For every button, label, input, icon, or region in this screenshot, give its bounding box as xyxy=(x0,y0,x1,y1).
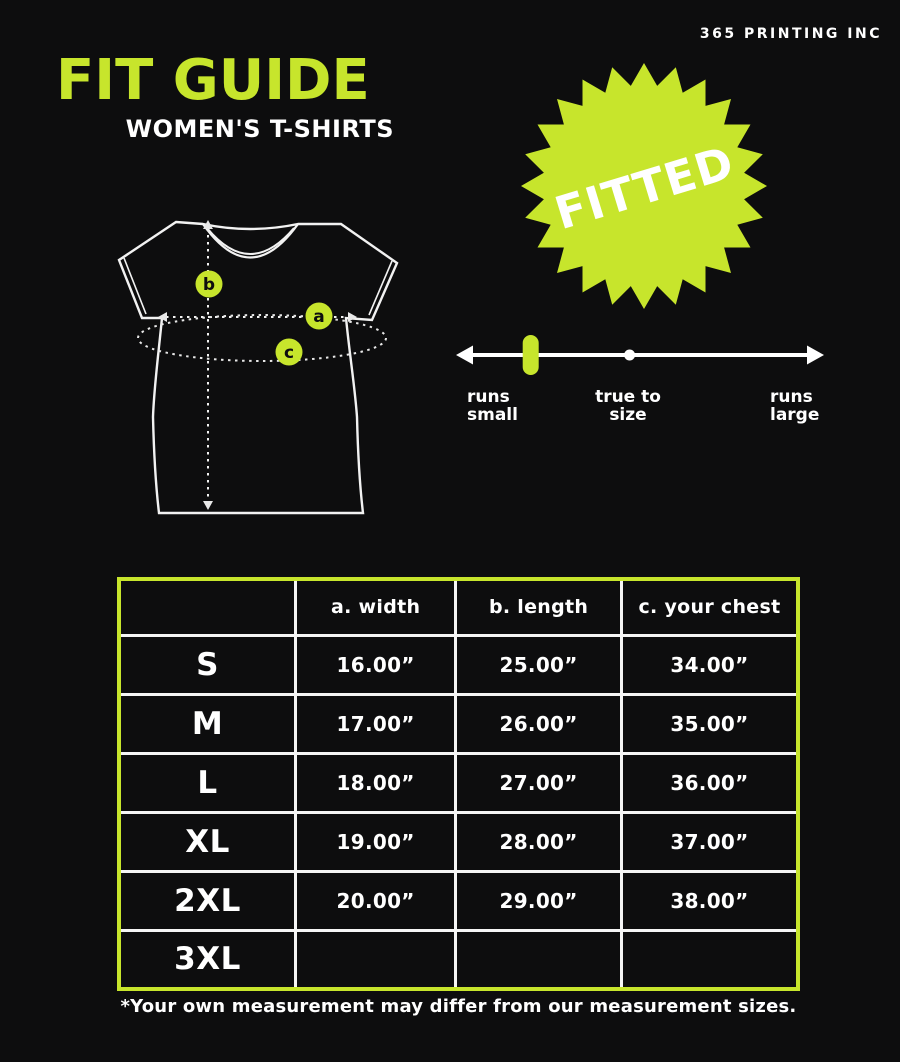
fitted-badge: FITTED xyxy=(521,63,767,309)
true-to-size-line2: size xyxy=(609,405,647,426)
column-header-length: b. length xyxy=(454,577,623,637)
size-chart-row: 2XL 20.00” 29.00” 38.00” xyxy=(117,869,800,932)
length-arrow-top xyxy=(203,220,213,229)
size-chart-row: XL 19.00” 28.00” 37.00” xyxy=(117,810,800,873)
width-value-cell: 20.00” xyxy=(294,869,458,932)
fit-scale-indicator xyxy=(522,335,539,375)
length-value-cell: 29.00” xyxy=(454,869,623,932)
runs-large-line2: large xyxy=(770,405,820,426)
size-chart-header-row: a. width b. length c. your chest xyxy=(117,577,800,637)
page-subtitle: WOMEN'S T-SHIRTS xyxy=(125,114,394,143)
title-block: FIT GUIDE WOMEN'S T-SHIRTS xyxy=(56,48,394,143)
chest-value-cell: 38.00” xyxy=(619,869,800,932)
marker-a: a xyxy=(305,302,333,330)
fit-scale-labels: runs small true to size runs large xyxy=(455,388,825,432)
chest-value-cell: 37.00” xyxy=(619,810,800,873)
column-header-width: a. width xyxy=(294,577,458,637)
starburst-icon xyxy=(521,63,767,309)
brand-text: 365 PRINTING INC xyxy=(699,26,882,42)
fit-scale xyxy=(456,335,824,375)
runs-small-line1: runs xyxy=(467,387,510,407)
size-chart-table: a. width b. length c. your chest S 16.00… xyxy=(117,577,800,991)
size-label-cell: 2XL xyxy=(117,869,298,932)
width-arrow-right xyxy=(348,312,357,322)
size-chart-row: L 18.00” 27.00” 36.00” xyxy=(117,751,800,814)
tshirt-diagram: b a c xyxy=(117,220,399,515)
corner-cell xyxy=(117,577,298,637)
size-chart-body: S 16.00” 25.00” 34.00” M 17.00” 26.00” 3… xyxy=(117,633,800,991)
size-chart-row: 3XL xyxy=(117,928,800,991)
chest-value-cell xyxy=(619,928,800,991)
marker-b-label: b xyxy=(203,275,215,295)
page-title: FIT GUIDE xyxy=(56,48,370,113)
size-chart-row: S 16.00” 25.00” 34.00” xyxy=(117,633,800,696)
size-label-cell: 3XL xyxy=(117,928,298,991)
chest-value-cell: 35.00” xyxy=(619,692,800,755)
left-sleeve-cuff-line xyxy=(123,257,147,315)
chest-value-cell: 36.00” xyxy=(619,751,800,814)
right-sleeve-cuff-line xyxy=(368,260,393,316)
width-value-cell: 18.00” xyxy=(294,751,458,814)
size-label-cell: S xyxy=(117,633,298,696)
runs-large-line1: runs xyxy=(770,387,813,407)
tshirt-outline xyxy=(117,220,399,515)
width-value-cell: 16.00” xyxy=(294,633,458,696)
chest-dotted-ellipse xyxy=(137,314,387,362)
runs-small-line2: small xyxy=(467,405,518,426)
length-arrow-bottom xyxy=(203,501,213,510)
collar-band-outer xyxy=(202,223,299,259)
length-value-cell xyxy=(454,928,623,991)
width-value-cell: 17.00” xyxy=(294,692,458,755)
scale-label-runs-small: runs small xyxy=(467,388,518,425)
width-value-cell xyxy=(294,928,458,991)
marker-c-label: c xyxy=(284,343,294,363)
size-label-cell: XL xyxy=(117,810,298,873)
collar-band-inner xyxy=(206,227,295,255)
length-value-cell: 27.00” xyxy=(454,751,623,814)
length-value-cell: 28.00” xyxy=(454,810,623,873)
size-chart-row: M 17.00” 26.00” 35.00” xyxy=(117,692,800,755)
scale-arrow-left-icon xyxy=(456,345,473,365)
true-to-size-line1: true to xyxy=(595,387,661,407)
length-value-cell: 26.00” xyxy=(454,692,623,755)
scale-label-true-to-size: true to size xyxy=(595,388,661,425)
marker-a-label: a xyxy=(313,307,324,327)
width-arrow-left xyxy=(158,312,167,322)
marker-c: c xyxy=(275,338,303,366)
marker-b: b xyxy=(195,270,223,298)
column-header-chest: c. your chest xyxy=(619,577,800,637)
scale-arrow-right-icon xyxy=(807,345,824,365)
scale-label-runs-large: runs large xyxy=(770,388,819,425)
size-label-cell: M xyxy=(117,692,298,755)
width-value-cell: 19.00” xyxy=(294,810,458,873)
length-value-cell: 25.00” xyxy=(454,633,623,696)
chest-value-cell: 34.00” xyxy=(619,633,800,696)
footnote-text: *Your own measurement may differ from ou… xyxy=(120,996,797,1017)
size-label-cell: L xyxy=(117,751,298,814)
scale-center-tick xyxy=(624,349,636,361)
